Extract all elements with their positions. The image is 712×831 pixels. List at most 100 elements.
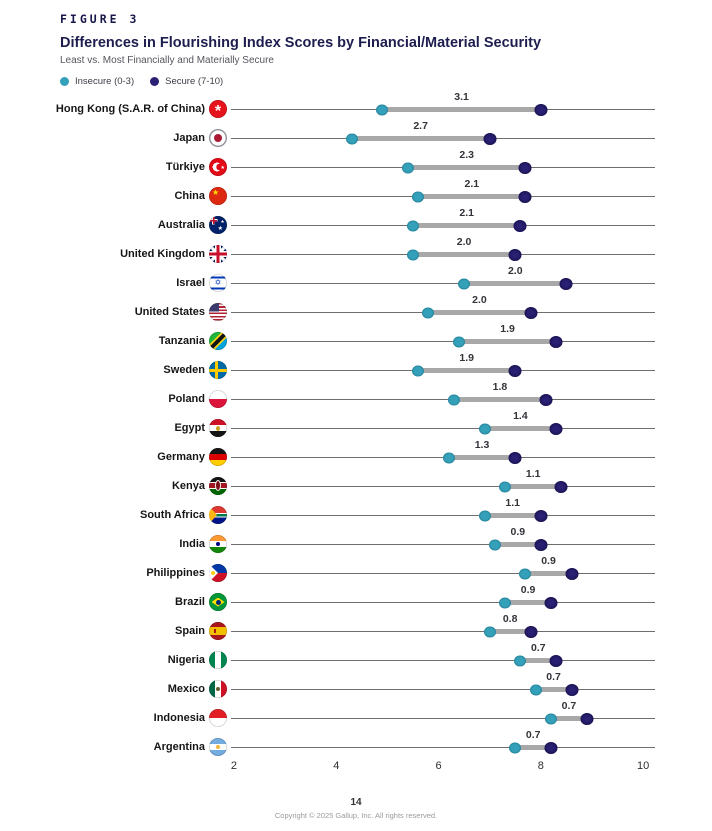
flag-cell xyxy=(205,148,231,177)
country-label: Türkiye xyxy=(165,161,205,173)
legend-dot-icon xyxy=(60,77,69,86)
row-plot-area: 2.1 xyxy=(231,177,655,206)
row-plot-area: 2.3 xyxy=(231,148,655,177)
row-plot-area: 0.7 xyxy=(231,728,655,757)
difference-label: 0.7 xyxy=(525,729,541,741)
connector-bar xyxy=(459,339,557,344)
country-row: Argentina 0.7 xyxy=(0,728,712,757)
dumbbell-chart: Hong Kong (S.A.R. of China) 3.1 Japan 2.… xyxy=(0,90,712,757)
axis-line xyxy=(231,602,655,603)
connector-bar xyxy=(428,310,531,315)
axis-line xyxy=(231,689,655,690)
connector-bar xyxy=(525,571,572,576)
flag-cell xyxy=(205,670,231,699)
country-row: Brazil 0.9 xyxy=(0,583,712,612)
country-label: Poland xyxy=(168,393,205,405)
country-row: Spain 0.8 xyxy=(0,612,712,641)
axis-line xyxy=(231,428,655,429)
flag-cell xyxy=(205,467,231,496)
row-plot-area: 1.9 xyxy=(231,351,655,380)
row-plot-area: 1.4 xyxy=(231,409,655,438)
insecure-dot xyxy=(488,539,501,550)
country-row: Australia 2.1 xyxy=(0,206,712,235)
country-label: United States xyxy=(134,306,205,318)
secure-dot xyxy=(518,161,532,174)
mexico-flag-icon xyxy=(209,680,227,698)
secure-dot xyxy=(549,654,563,667)
country-row: Egypt 1.4 xyxy=(0,409,712,438)
country-label: India xyxy=(179,538,205,550)
united-kingdom-flag-icon xyxy=(209,245,227,263)
connector-bar xyxy=(418,194,526,199)
flag-cell xyxy=(205,293,231,322)
flag-cell xyxy=(205,351,231,380)
secure-dot xyxy=(534,538,548,551)
japan-flag-icon xyxy=(209,129,227,147)
difference-label: 0.9 xyxy=(541,555,556,567)
insecure-dot xyxy=(453,336,465,347)
country-row: Japan 2.7 xyxy=(0,119,712,148)
insecure-dot xyxy=(401,162,414,173)
x-axis: 2 4 6 8 10 xyxy=(231,758,655,776)
connector-bar xyxy=(484,426,557,431)
axis-line xyxy=(231,747,655,748)
row-plot-area: 0.9 xyxy=(231,554,655,583)
connector-bar xyxy=(412,252,516,257)
insecure-dot xyxy=(514,655,527,666)
difference-label: 1.3 xyxy=(474,439,490,451)
difference-label: 2.0 xyxy=(472,294,487,306)
axis-line xyxy=(231,399,655,400)
insecure-dot xyxy=(442,452,455,463)
indonesia-flag-icon xyxy=(209,709,227,727)
difference-label: 2.0 xyxy=(456,236,472,248)
difference-label: 0.7 xyxy=(546,671,561,683)
country-label: Argentina xyxy=(153,741,205,753)
flag-cell xyxy=(205,235,231,264)
insecure-dot xyxy=(499,481,512,492)
secure-dot xyxy=(508,248,522,261)
insecure-dot xyxy=(447,394,460,405)
secure-dot xyxy=(565,683,579,696)
flag-cell xyxy=(205,322,231,351)
x-tick-label: 10 xyxy=(637,760,650,772)
connector-bar xyxy=(494,542,541,547)
connector-bar xyxy=(418,368,516,373)
nigeria-flag-icon xyxy=(209,651,227,669)
secure-dot xyxy=(534,103,548,116)
country-label: Tanzania xyxy=(158,335,205,347)
secure-dot xyxy=(554,480,568,493)
country-row: Kenya 1.1 xyxy=(0,467,712,496)
country-row: Mexico 0.7 xyxy=(0,670,712,699)
insecure-dot xyxy=(478,423,491,434)
difference-label: 1.1 xyxy=(525,468,541,480)
spain-flag-icon xyxy=(209,622,227,640)
insecure-dot xyxy=(412,191,425,202)
secure-dot xyxy=(549,422,563,435)
country-row: China 2.1 xyxy=(0,177,712,206)
connector-bar xyxy=(382,107,541,112)
legend-item-1: Secure (7-10) xyxy=(150,76,223,87)
country-label: Sweden xyxy=(163,364,205,376)
row-plot-area: 2.0 xyxy=(231,293,655,322)
row-plot-area: 3.1 xyxy=(231,90,655,119)
difference-label: 0.7 xyxy=(530,642,546,654)
insecure-dot xyxy=(545,713,558,724)
country-row: Sweden 1.9 xyxy=(0,351,712,380)
brazil-flag-icon xyxy=(209,593,227,611)
x-tick-label: 8 xyxy=(537,760,544,772)
row-plot-area: 2.0 xyxy=(231,235,655,264)
connector-bar xyxy=(453,397,546,402)
axis-line xyxy=(231,718,655,719)
legend-label: Secure (7-10) xyxy=(165,76,224,87)
row-plot-area: 2.7 xyxy=(231,119,655,148)
flag-cell xyxy=(205,612,231,641)
israel-flag-icon xyxy=(209,274,227,292)
secure-dot xyxy=(483,132,497,145)
connector-bar xyxy=(520,658,557,663)
connector-bar xyxy=(505,600,552,605)
secure-dot xyxy=(559,277,573,290)
connector-bar xyxy=(484,513,541,518)
legend-dot-icon xyxy=(150,77,160,86)
legend: Insecure (0-3) Secure (7-10) xyxy=(60,76,712,87)
flag-cell xyxy=(205,699,231,728)
